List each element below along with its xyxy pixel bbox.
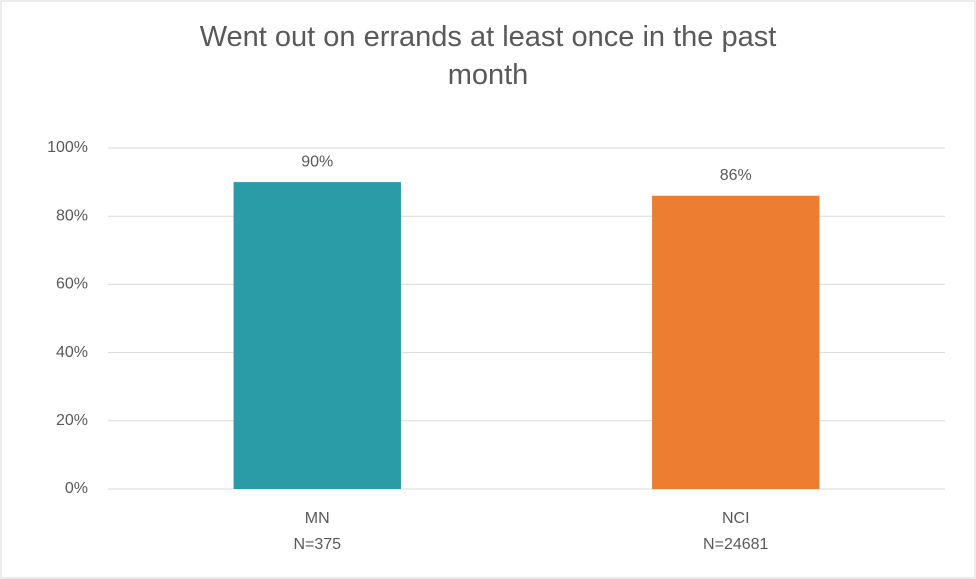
y-tick-label: 80%	[56, 207, 88, 224]
y-tick-label: 40%	[56, 344, 88, 361]
data-label: 90%	[301, 153, 333, 170]
x-tick-label: NCI	[722, 510, 750, 527]
y-tick-label: 60%	[56, 276, 88, 293]
x-tick-sublabel: N=375	[293, 536, 341, 553]
y-tick-label: 100%	[47, 139, 88, 156]
chart-title: Went out on errands at least once in the…	[199, 21, 777, 91]
data-label: 86%	[720, 167, 752, 184]
y-tick-label: 20%	[56, 412, 88, 429]
x-tick-sublabel: N=24681	[703, 536, 768, 553]
bar	[652, 195, 820, 490]
bar	[233, 182, 401, 489]
y-tick-label: 0%	[65, 480, 88, 497]
x-tick-label: MN	[305, 510, 330, 527]
